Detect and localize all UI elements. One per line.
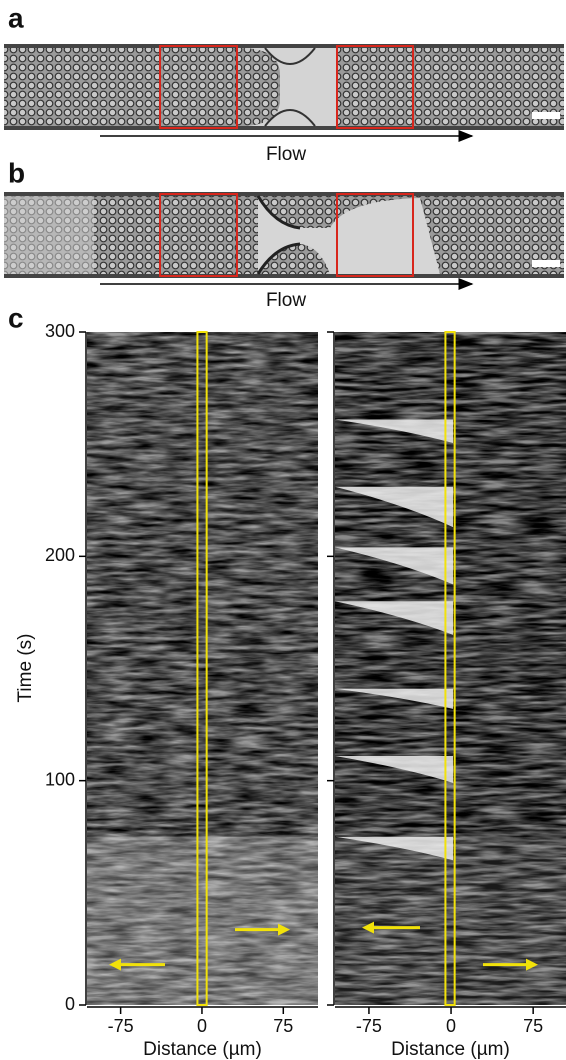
x-tick-label: 75 xyxy=(273,1016,293,1036)
flow-label: Flow xyxy=(266,290,306,311)
micrograph-b xyxy=(4,192,564,278)
kymograph-texture xyxy=(335,332,566,1005)
void-region xyxy=(335,755,453,783)
centre-window xyxy=(196,331,208,1006)
y-axis-label: Time (s) xyxy=(15,634,36,703)
y-tick-label: 200 xyxy=(45,545,75,565)
void-region xyxy=(335,836,453,861)
kymograph-light xyxy=(335,836,566,1005)
void-region xyxy=(335,419,453,444)
x-tick-label: 75 xyxy=(523,1016,543,1036)
panel-label: a xyxy=(8,2,24,33)
y-tick-label: 100 xyxy=(45,769,75,789)
y-tick-label: 300 xyxy=(45,321,75,341)
flow-label: Flow xyxy=(266,144,306,165)
kymograph-light xyxy=(87,836,318,1005)
centre-window xyxy=(444,331,456,1006)
x-tick-label: 0 xyxy=(446,1016,456,1036)
kymograph-texture xyxy=(87,332,318,1005)
panel-label: c xyxy=(8,302,24,333)
void-region xyxy=(335,547,453,585)
void-region xyxy=(335,688,453,709)
x-tick-label: -75 xyxy=(356,1016,382,1036)
void-region xyxy=(335,486,453,528)
void-region xyxy=(335,601,453,635)
panel-label: b xyxy=(8,157,25,188)
y-tick-label: 0 xyxy=(65,994,75,1014)
kymograph xyxy=(87,331,318,1006)
x-axis-label: Distance (µm) xyxy=(391,1039,510,1060)
x-tick-label: 0 xyxy=(197,1016,207,1036)
micrograph-a xyxy=(4,44,564,130)
x-axis-label: Distance (µm) xyxy=(143,1039,262,1060)
kymograph xyxy=(335,331,566,1006)
x-tick-label: -75 xyxy=(108,1016,134,1036)
